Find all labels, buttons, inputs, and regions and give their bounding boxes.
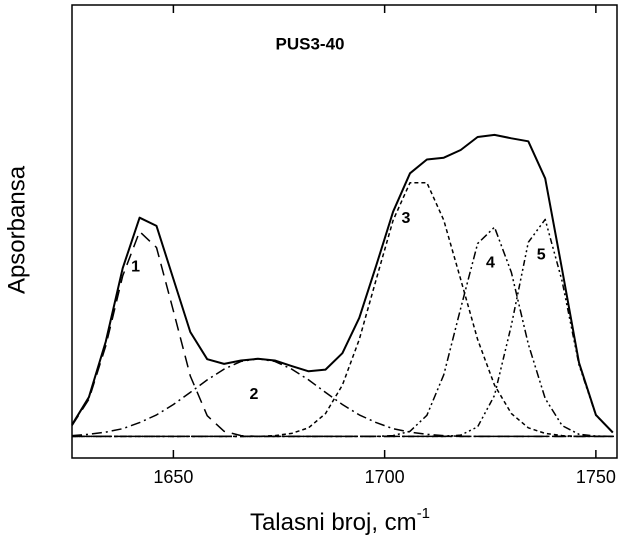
x-tick-label: 1650 — [153, 467, 193, 487]
x-axis-label-sup: -1 — [417, 505, 430, 522]
peak-label: 4 — [486, 254, 495, 271]
peak-label: 1 — [131, 259, 140, 276]
y-axis-label: Apsorbansa — [3, 165, 30, 294]
series-line — [72, 181, 613, 438]
series-line — [71, 133, 614, 434]
peak-label: 5 — [537, 247, 546, 264]
plot-frame — [71, 4, 618, 459]
x-tick-label: 1700 — [365, 467, 405, 487]
x-tick-label: 1750 — [576, 467, 616, 487]
peak-label: 2 — [249, 386, 258, 403]
series-line — [71, 358, 613, 438]
series-line — [72, 218, 614, 438]
peak-label: 3 — [402, 210, 411, 227]
series-line — [71, 230, 613, 438]
x-axis-label: Talasni broj, cm-1 — [250, 505, 430, 536]
chart-title: PUS3-40 — [276, 34, 345, 53]
x-axis-label-text: Talasni broj, cm — [250, 509, 417, 536]
series-line — [72, 226, 613, 438]
